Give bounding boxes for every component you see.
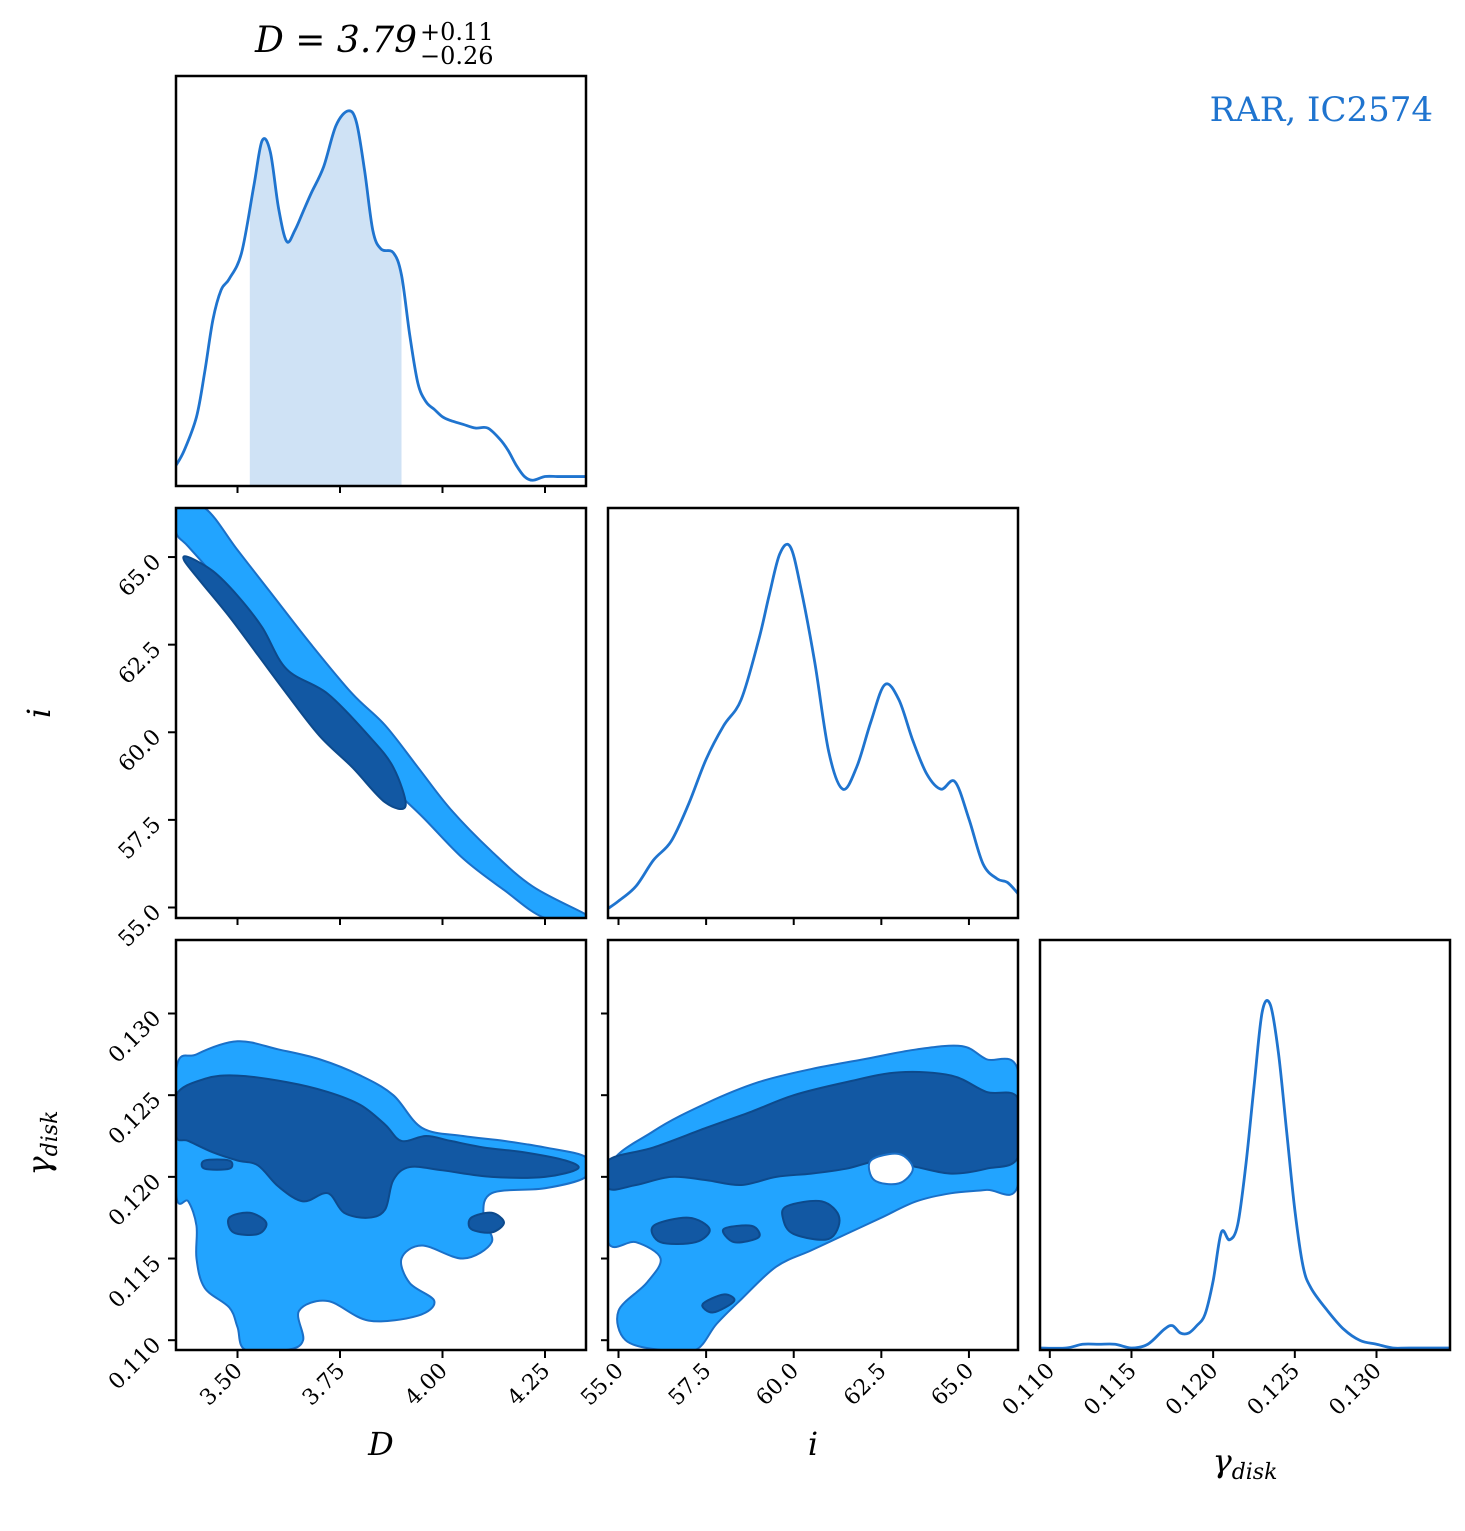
panel-gamma-vs-i: 55.0 57.5 60.0 62.5 65.0: [576, 938, 1020, 1411]
panel-d-frame: [174, 74, 588, 488]
panel-gamma-vs-i-contour-hole-0: [867, 1152, 914, 1186]
panel-i-vs-d-ytick-label-1: 57.5: [114, 812, 166, 864]
panel-i-plot-area: [608, 542, 1018, 910]
panel-i-density-line: [608, 542, 1018, 910]
panel-gamma-marginal: 0.110 0.115 0.120 0.125 0.130: [998, 938, 1452, 1421]
ylabel-gamma-base: γ: [20, 1155, 58, 1175]
title-d-minus: −0.26: [420, 42, 494, 70]
xlabel-i: i: [808, 1425, 818, 1463]
xlabel-d: D: [367, 1425, 394, 1463]
panel-gamma-vs-d-ytick-label-3: 0.125: [104, 1088, 166, 1150]
panel-i-marginal: [606, 506, 1020, 925]
panel-gamma-frame: [1038, 938, 1452, 1352]
panel-i-vs-d-ytick-label-0: 55.0: [114, 900, 166, 952]
panel-i-vs-d-frame: [174, 506, 588, 920]
panel-gamma-vs-d-ytick-label-0: 0.110: [104, 1333, 166, 1395]
panel-gamma-vs-i-contour-inner-3: [722, 1224, 761, 1244]
title-d-value: D = 3.79: [254, 20, 417, 61]
svg-text:γdisk: γdisk: [1213, 1442, 1278, 1485]
panel-gamma-vs-i-frame: [606, 938, 1020, 1352]
panel-gamma-vs-d-frame: [174, 938, 588, 1352]
panel-d-density-line: [176, 109, 586, 482]
panel-i-vs-d: 55.0 57.5 60.0 62.5 65.0: [114, 506, 588, 952]
title-d-plus: +0.11: [420, 18, 494, 46]
panel-gamma-vs-d-contour-inner-2: [467, 1211, 506, 1234]
panel-gamma-vs-i-xtick-label-4: 65.0: [927, 1359, 979, 1411]
panel-gamma-xtick-label-3: 0.125: [1243, 1359, 1305, 1421]
panel-gamma-vs-i-contour-inner-4: [701, 1293, 736, 1314]
panel-gamma-vs-d-contour-inner-0: [176, 1074, 580, 1219]
svg-text:γdisk: γdisk: [20, 1111, 63, 1176]
panel-gamma-vs-i-xtick-label-2: 60.0: [752, 1359, 804, 1411]
ylabel-gamma: γdisk: [20, 1111, 63, 1176]
panel-gamma-vs-d-ytick-label-1: 0.115: [104, 1251, 166, 1313]
xlabel-gamma: γdisk: [1213, 1442, 1278, 1485]
panel-gamma-vs-d-ytick-label-2: 0.120: [104, 1169, 166, 1231]
panel-i-vs-d-ytick-label-4: 65.0: [114, 550, 166, 602]
panel-gamma-xtick-label-2: 0.120: [1161, 1359, 1223, 1421]
ylabel-gamma-sub: disk: [38, 1111, 63, 1157]
panel-gamma-xtick-label-4: 0.130: [1325, 1359, 1387, 1421]
title-d: D = 3.79 +0.11 −0.26: [254, 18, 494, 70]
panel-gamma-vs-i-xtick-label-3: 62.5: [839, 1359, 891, 1411]
panel-d-plot-area: [176, 109, 586, 486]
panel-gamma-plot-area: [1040, 999, 1450, 1350]
xlabel-gamma-sub: disk: [1232, 1460, 1278, 1485]
legend-label: RAR, IC2574: [1210, 90, 1433, 130]
panel-gamma-xtick-label-1: 0.115: [1080, 1359, 1142, 1421]
panel-i-frame: [606, 506, 1020, 920]
panel-gamma-vs-d-contour-inner-1: [227, 1211, 268, 1236]
panel-gamma-vs-i-contour-inner-0: [608, 1070, 1018, 1191]
panel-i-vs-d-contour-outer-0: [176, 508, 586, 918]
panel-gamma-vs-d: 3.50 3.75 4.00 4.25 0.110 0.115 0.120 0.125 0.13…: [104, 938, 588, 1411]
panel-gamma-vs-i-plot-area: [608, 1044, 1018, 1350]
panel-d-credible-interval: [249, 110, 402, 486]
panel-i-vs-d-ytick-label-3: 62.5: [114, 637, 166, 689]
panel-i-vs-d-plot-area: [176, 508, 586, 918]
panel-gamma-density-line: [1040, 999, 1450, 1350]
panel-gamma-vs-i-xtick-label-0: 55.0: [576, 1359, 628, 1411]
panel-gamma-vs-i-contour-inner-1: [781, 1199, 841, 1241]
panel-gamma-vs-d-contour-inner-3: [200, 1158, 234, 1171]
panel-gamma-vs-d-xtick-label-1: 3.75: [298, 1359, 350, 1411]
panel-gamma-xtick-label-0: 0.110: [998, 1359, 1060, 1421]
panel-gamma-vs-d-xtick-label-3: 4.25: [503, 1359, 555, 1411]
panel-i-vs-d-ytick-label-2: 60.0: [114, 725, 166, 777]
panel-gamma-vs-i-contour-inner-2: [650, 1216, 711, 1246]
panel-i-vs-d-contour-inner-0: [182, 555, 407, 811]
panel-d-marginal: [174, 74, 588, 493]
panel-gamma-vs-i-xtick-label-1: 57.5: [664, 1359, 716, 1411]
xlabel-gamma-base: γ: [1213, 1442, 1233, 1480]
panel-gamma-vs-d-plot-area: [176, 1040, 586, 1350]
panel-gamma-vs-d-xtick-label-2: 4.00: [400, 1359, 452, 1411]
panel-gamma-vs-d-ytick-label-4: 0.130: [104, 1006, 166, 1068]
panel-gamma-vs-d-xtick-label-0: 3.50: [195, 1359, 247, 1411]
ylabel-i: i: [20, 708, 58, 718]
